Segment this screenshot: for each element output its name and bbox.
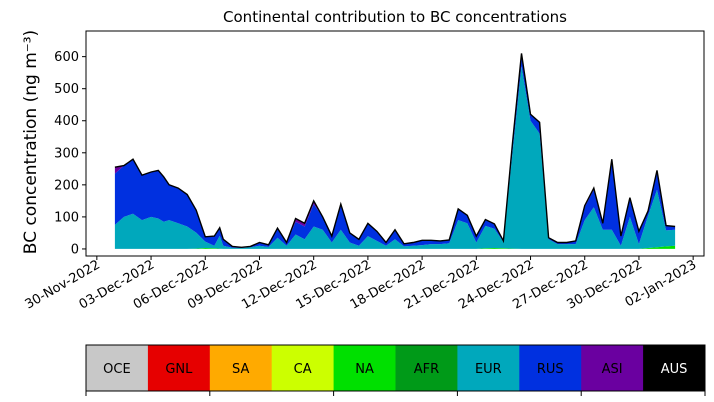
- x-axis: 30-Nov-202203-Dec-202206-Dec-202209-Dec-…: [23, 256, 699, 313]
- legend-swatch-aus: [643, 345, 706, 391]
- y-axis: 0 100 200 300 400 500 600: [54, 50, 86, 257]
- y-tick-label: 600: [54, 50, 79, 65]
- legend-swatch-afr: [395, 345, 458, 391]
- legend-swatch-rus: [519, 345, 582, 391]
- legend-label-afr: AFR: [414, 362, 439, 377]
- legend-swatch-ca: [271, 345, 335, 391]
- legend-swatch-gnl: [147, 345, 211, 391]
- series-area-eur: [114, 66, 676, 249]
- legend-label-asi: ASI: [602, 362, 623, 377]
- series-area-rus: [114, 53, 676, 249]
- plot-frame: [85, 30, 705, 257]
- legend-swatch-oce: [86, 345, 149, 391]
- y-tick-label: 200: [54, 178, 79, 193]
- legend-swatch-na: [333, 345, 396, 391]
- legend-swatch-eur: [457, 345, 520, 391]
- legend-label-eur: EUR: [475, 362, 502, 377]
- legend-label-sa: SA: [232, 362, 249, 377]
- y-tick-label: 500: [54, 82, 79, 97]
- y-tick-label: 400: [54, 114, 79, 129]
- legend-frame: [85, 344, 706, 392]
- legend-label-rus: RUS: [537, 362, 564, 377]
- legend-label-ca: CA: [294, 362, 312, 377]
- plot-area: [85, 30, 705, 257]
- legend-swatch-asi: [581, 345, 644, 391]
- chart-title: Continental contribution to BC concentra…: [223, 8, 567, 26]
- y-axis-label: BC concentration (ng m⁻³): [21, 30, 41, 254]
- legend-label-gnl: GNL: [165, 362, 193, 377]
- legend-swatch-sa: [209, 345, 273, 391]
- total-line: [114, 53, 676, 249]
- y-tick-label: 100: [54, 210, 79, 225]
- y-tick-label: 0: [71, 242, 79, 257]
- legend: OCE GNL SA CA NA AFR EUR RUS ASI AUS: [85, 344, 706, 396]
- legend-label-na: NA: [355, 362, 374, 377]
- legend-label-oce: OCE: [103, 362, 131, 377]
- legend-label-aus: AUS: [661, 362, 688, 377]
- y-tick-label: 300: [54, 146, 79, 161]
